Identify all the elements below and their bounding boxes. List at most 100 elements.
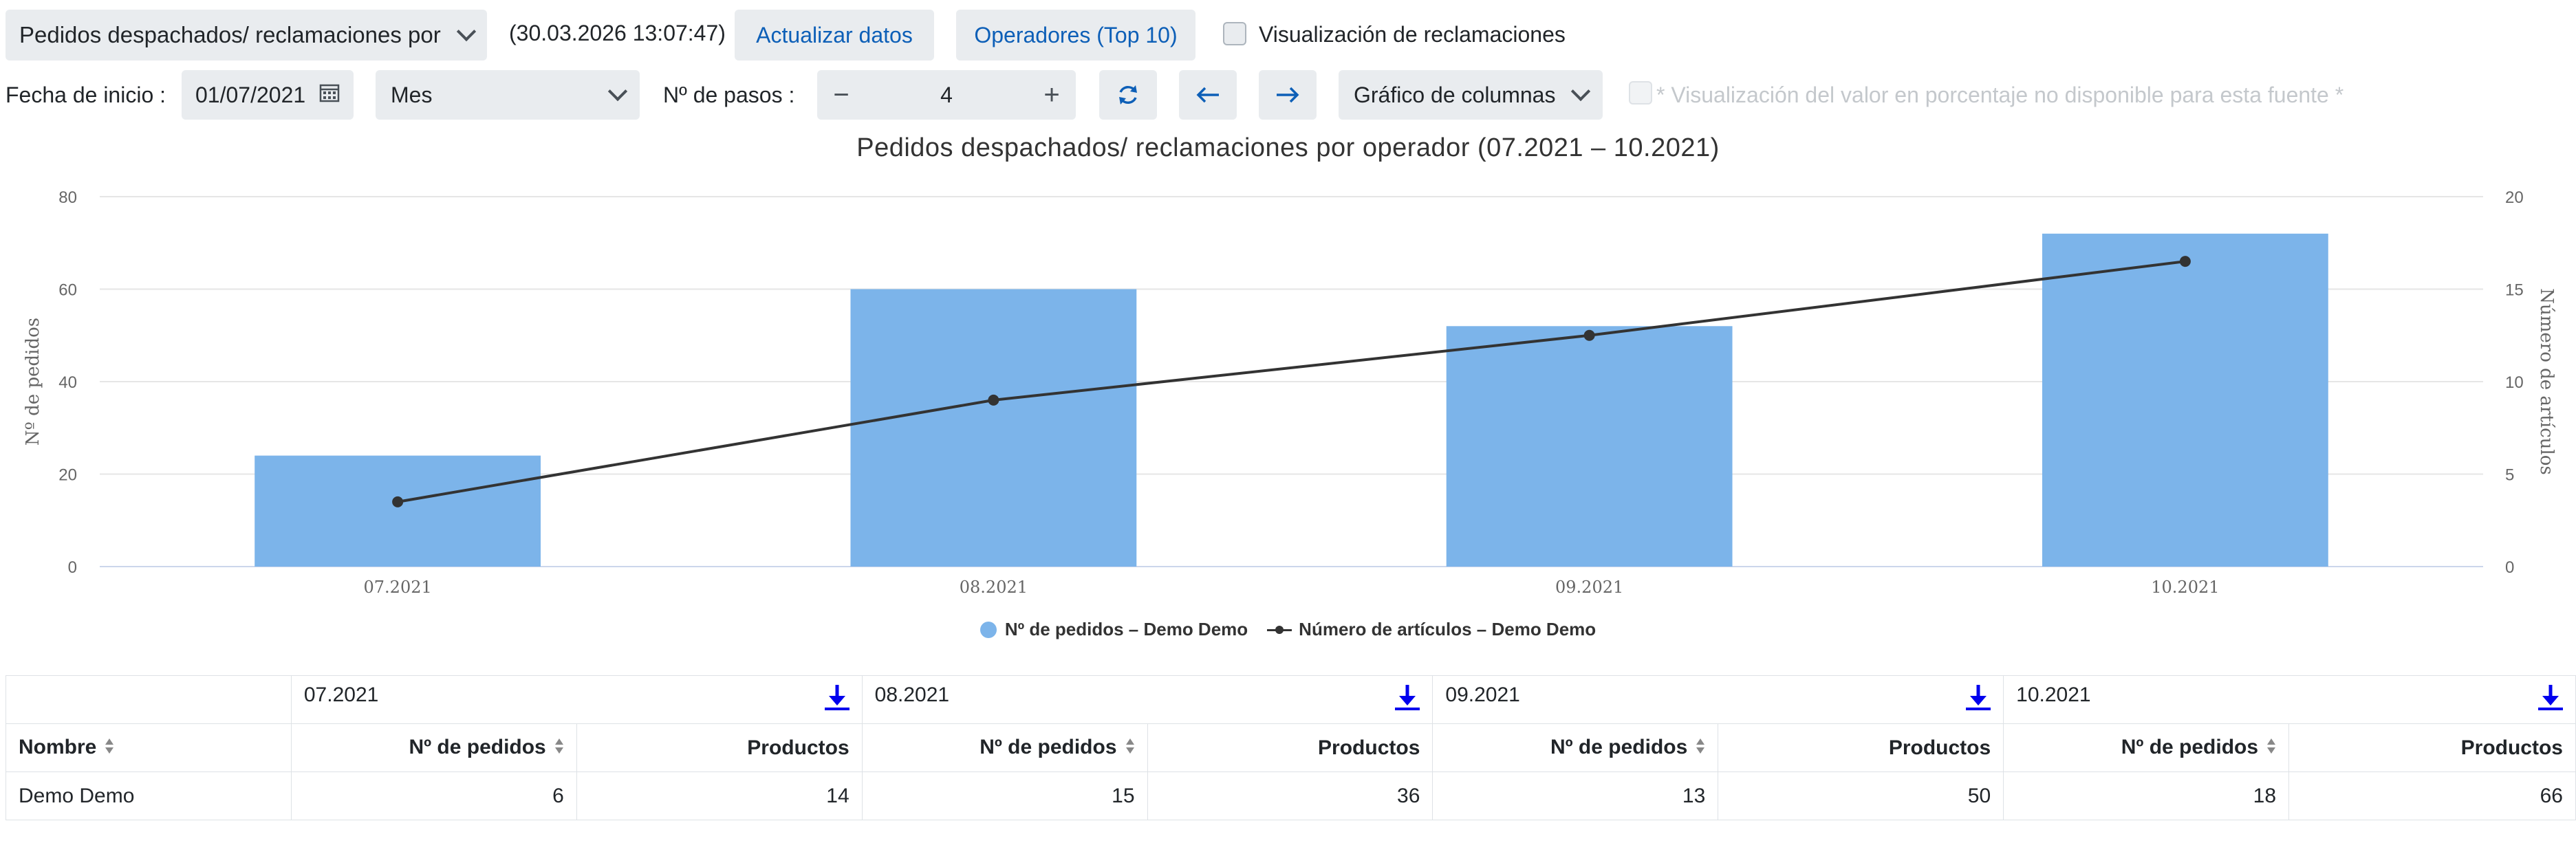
table-period-header: 09.2021 (1432, 675, 2004, 724)
y2-tick-label: 0 (2505, 558, 2514, 577)
sort-icon (554, 736, 564, 760)
report-select-value: Pedidos despachados/ reclamaciones por o… (19, 22, 447, 47)
y-tick-label: 60 (58, 281, 77, 300)
period-select[interactable]: Mes (376, 70, 640, 120)
download-icon[interactable] (824, 683, 849, 716)
start-date-input[interactable]: 01/07/2021 (182, 70, 354, 120)
table-period-header: 10.2021 (2003, 675, 2576, 724)
table-cell: 36 (1147, 771, 1433, 820)
column-header-products: Productos (2288, 723, 2576, 772)
column-header-label: Nº de pedidos (2121, 735, 2259, 758)
column-header-products: Productos (1718, 723, 2004, 772)
download-icon[interactable] (1395, 683, 1420, 716)
claims-view-checkbox[interactable] (1223, 22, 1246, 45)
column-header-orders[interactable]: Nº de pedidos (290, 723, 577, 772)
table-cell: 6 (290, 771, 577, 820)
table-period-header-row: 07.2021 08.2021 09.2021 10.2021 (6, 675, 2576, 724)
period-label: 10.2021 (2016, 683, 2091, 706)
column-header-orders[interactable]: Nº de pedidos (1432, 723, 1719, 772)
column-header-name[interactable]: Nombre (6, 723, 292, 772)
bar (850, 289, 1137, 567)
operators-top10-button[interactable]: Operadores (Top 10) (956, 10, 1195, 61)
download-icon[interactable] (1966, 683, 1991, 716)
steps-value: 4 (940, 82, 953, 107)
table-cell: 50 (1718, 771, 2004, 820)
column-header-orders[interactable]: Nº de pedidos (861, 723, 1148, 772)
table-cell: 66 (2288, 771, 2576, 820)
arrow-right-icon (1277, 87, 1299, 103)
bar (255, 455, 541, 567)
table-column-header-row: Nombre Nº de pedidos Productos Nº de ped… (6, 723, 2576, 772)
chevron-down-icon (607, 81, 628, 102)
download-icon[interactable] (2538, 683, 2563, 716)
period-label: 09.2021 (1445, 683, 1520, 706)
column-header-products: Productos (1147, 723, 1433, 772)
sort-icon (2266, 736, 2276, 760)
legend-item-orders[interactable]: Nº de pedidos – Demo Demo (979, 619, 1248, 640)
x-tick-label: 09.2021 (1555, 578, 1623, 597)
percent-view-checkbox (1629, 81, 1652, 105)
legend-label-orders: Nº de pedidos – Demo Demo (1004, 619, 1248, 639)
table-cell-name: Demo Demo (6, 771, 292, 820)
legend-item-items[interactable]: Número de artículos – Demo Demo (1267, 619, 1596, 640)
table-period-header: 08.2021 (861, 675, 1433, 724)
table-cell: 15 (861, 771, 1148, 820)
legend-marker-bar (979, 621, 997, 638)
period-value: Mes (391, 82, 433, 107)
line-point (988, 394, 999, 406)
column-header-label: Nº de pedidos (1550, 735, 1688, 758)
y-tick-label: 20 (58, 466, 77, 485)
reload-button[interactable] (1099, 70, 1157, 120)
sort-icon (105, 736, 114, 760)
y2-tick-label: 20 (2505, 188, 2524, 207)
last-update-timestamp: (30.03.2026 13:07:47) (509, 21, 726, 45)
y-axis-title: Nº de pedidos (23, 318, 43, 446)
y2-tick-label: 5 (2505, 466, 2514, 485)
column-header-label: Nombre (19, 735, 97, 758)
steps-stepper[interactable]: − 4 + (817, 70, 1076, 120)
column-header-products: Productos (576, 723, 863, 772)
y-tick-label: 0 (68, 558, 77, 577)
line-point (1583, 329, 1595, 341)
y2-axis-title: Número de artículos (2536, 288, 2557, 475)
report-select[interactable]: Pedidos despachados/ reclamaciones por o… (6, 10, 487, 61)
legend-label-items: Número de artículos – Demo Demo (1299, 619, 1597, 639)
steps-label: Nº de pasos : (663, 83, 795, 107)
sort-icon (1696, 736, 1705, 760)
period-label: 08.2021 (874, 683, 950, 706)
legend-marker-line (1267, 623, 1292, 637)
line-point (2179, 256, 2191, 267)
x-tick-label: 07.2021 (364, 578, 432, 597)
y2-tick-label: 15 (2505, 281, 2524, 300)
y2-tick-label: 10 (2505, 373, 2524, 392)
column-header-label: Nº de pedidos (979, 735, 1117, 758)
series-line (397, 260, 2186, 503)
line-point (392, 496, 404, 507)
chevron-down-icon (456, 21, 477, 42)
column-header-label: Nº de pedidos (409, 735, 546, 758)
column-header-orders[interactable]: Nº de pedidos (2003, 723, 2290, 772)
next-period-button[interactable] (1259, 70, 1317, 120)
table-cell: 14 (576, 771, 863, 820)
table-cell: 13 (1432, 771, 1719, 820)
minus-icon[interactable]: − (833, 79, 849, 110)
table-row[interactable]: Demo Demo 6 14 15 36 13 50 18 66 (6, 771, 2576, 820)
previous-period-button[interactable] (1179, 70, 1237, 120)
start-date-label: Fecha de inicio : (6, 83, 166, 107)
calendar-icon (319, 82, 340, 108)
bar (2042, 233, 2328, 567)
chart-title: Pedidos despachados/ reclamaciones por o… (856, 133, 1720, 162)
data-table: 07.2021 08.2021 09.2021 10.2021 Nombre N… (6, 675, 2576, 820)
chart-type-select[interactable]: Gráfico de columnas (1339, 70, 1603, 120)
bar (1446, 326, 1733, 567)
chart-legend: Nº de pedidos – Demo Demo Número de artí… (0, 619, 2576, 640)
table-cell: 18 (2003, 771, 2290, 820)
y-tick-label: 40 (58, 373, 77, 392)
refresh-data-button[interactable]: Actualizar datos (735, 10, 934, 61)
x-tick-label: 08.2021 (960, 578, 1028, 597)
table-corner-cell (6, 675, 292, 724)
table-period-header: 07.2021 (290, 675, 863, 724)
plus-icon[interactable]: + (1043, 79, 1060, 110)
x-tick-label: 10.2021 (2151, 578, 2219, 597)
y-tick-label: 80 (58, 188, 77, 207)
